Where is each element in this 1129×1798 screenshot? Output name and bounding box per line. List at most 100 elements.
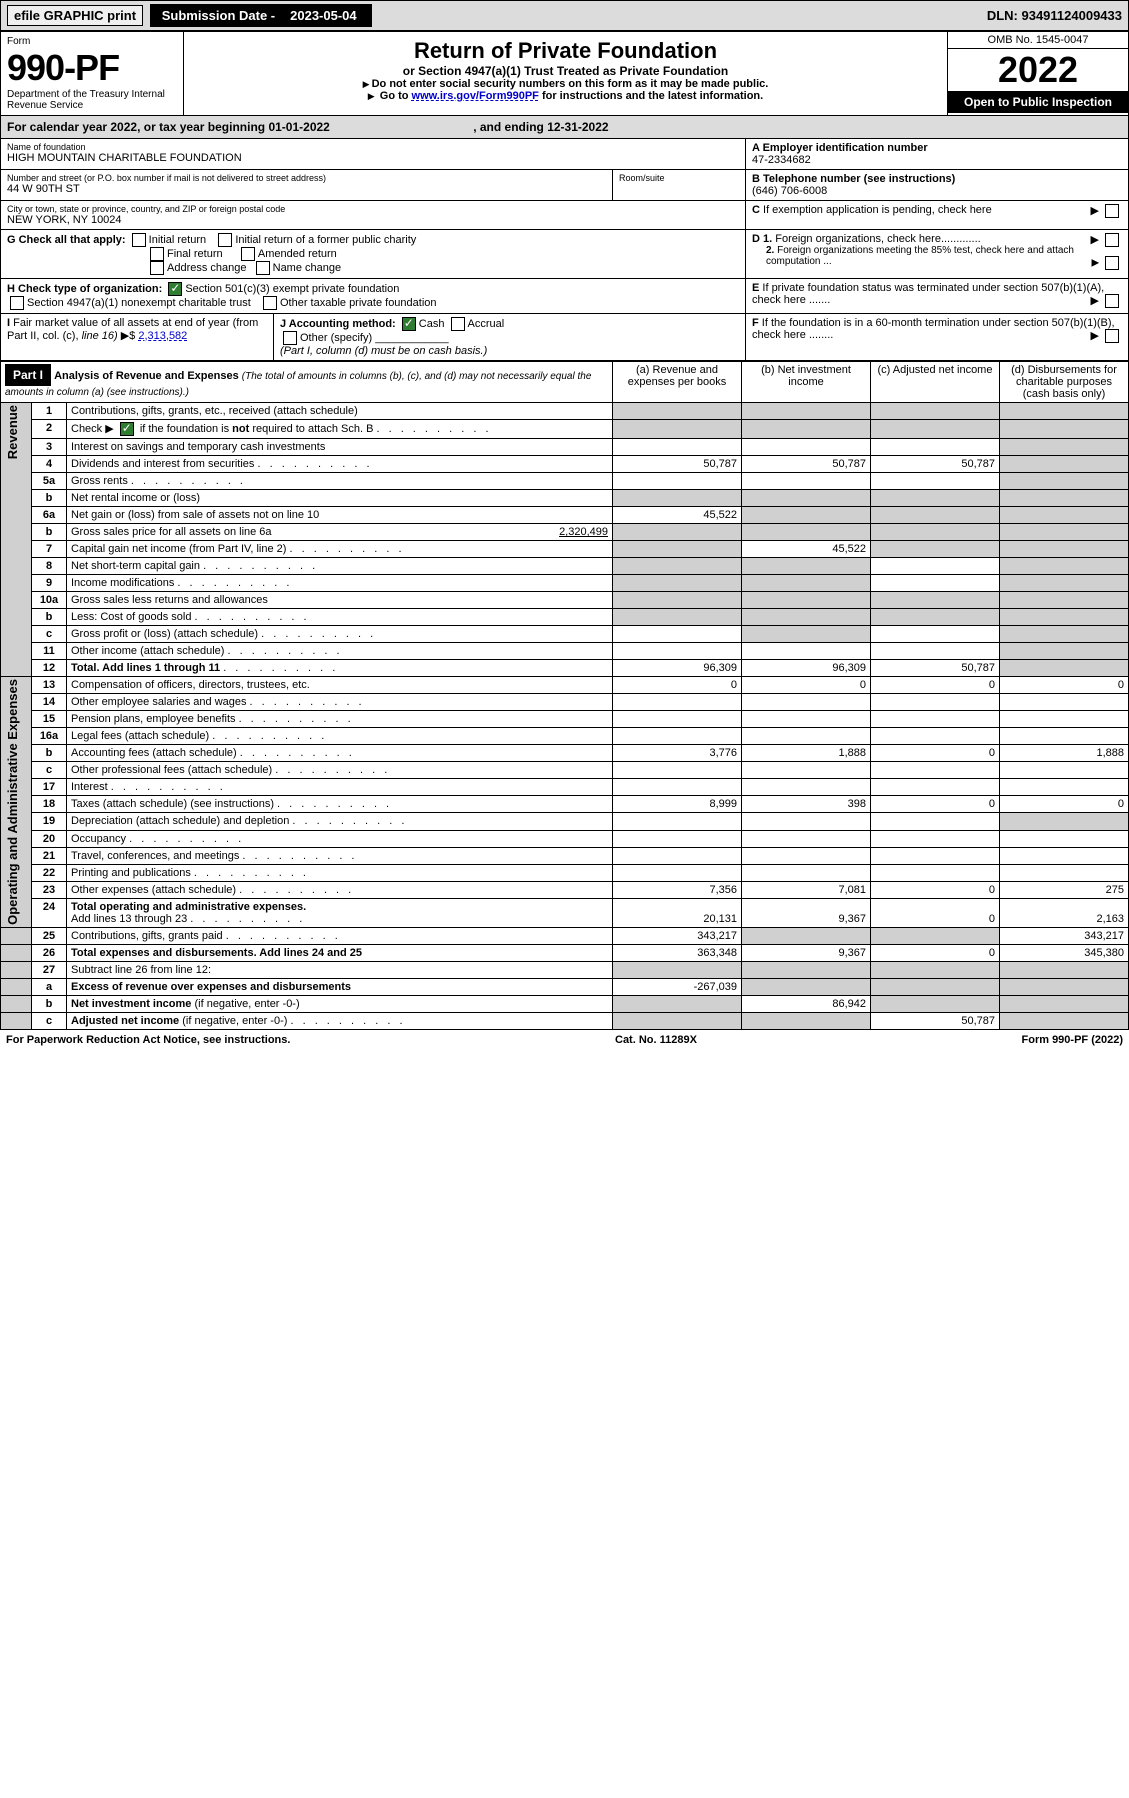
h-label: H Check type of organization: [7,283,162,295]
col-d-hdr: (d) Disbursements for charitable purpose… [1000,362,1129,403]
revenue-label: Revenue [5,405,20,459]
line-13: Compensation of officers, directors, tru… [67,677,613,694]
e-checkbox[interactable] [1105,294,1119,308]
f-checkbox[interactable] [1105,329,1119,343]
line-23: Other expenses (attach schedule) [67,881,613,898]
footer-mid: Cat. No. 11289X [615,1034,697,1046]
addr-value: 44 W 90TH ST [7,183,606,195]
col-a-hdr: (a) Revenue and expenses per books [613,362,742,403]
form-title: Return of Private Foundation [190,38,941,64]
line-15: Pension plans, employee benefits [67,711,613,728]
d2-checkbox[interactable] [1105,256,1119,270]
d1-checkbox[interactable] [1105,233,1119,247]
h-4947[interactable] [10,296,24,310]
header-left: Form 990-PF Department of the Treasury I… [1,32,184,115]
line-10a: Gross sales less returns and allowances [67,592,613,609]
fmv-link[interactable]: 2,313,582 [138,330,187,342]
phone-label: B Telephone number (see instructions) [752,173,1122,185]
g-name-change[interactable] [256,261,270,275]
form-subtitle: or Section 4947(a)(1) Trust Treated as P… [190,64,941,78]
f-block: F If the foundation is in a 60-month ter… [746,314,1128,360]
g-d-row: G Check all that apply: Initial return I… [0,230,1129,279]
g-final[interactable] [150,247,164,261]
g-addr-change[interactable] [150,261,164,275]
j-other[interactable] [283,331,297,345]
entity-row-2: Number and street (or P.O. box number if… [0,170,1129,201]
year-line: For calendar year 2022, or tax year begi… [0,116,1129,139]
header-right: OMB No. 1545-0047 2022 Open to Public In… [947,32,1128,115]
line-10b: Less: Cost of goods sold [67,609,613,626]
entity-row-1: Name of foundation HIGH MOUNTAIN CHARITA… [0,139,1129,170]
irs-link[interactable]: www.irs.gov/Form990PF [412,90,539,102]
line-25: Contributions, gifts, grants paid [67,927,613,944]
form-header: Form 990-PF Department of the Treasury I… [0,31,1129,116]
line-11: Other income (attach schedule) [67,643,613,660]
top-bar: efile GRAPHIC print Submission Date - 20… [0,0,1129,31]
j-cash[interactable] [402,317,416,331]
line-1: Contributions, gifts, grants, etc., rece… [67,403,613,420]
c-checkbox[interactable] [1105,204,1119,218]
dept-text: Department of the Treasury Internal Reve… [7,89,177,111]
line-8: Net short-term capital gain [67,558,613,575]
line-27c: Adjusted net income (if negative, enter … [67,1012,613,1029]
line-19: Depreciation (attach schedule) and deple… [67,813,613,830]
addr-label: Number and street (or P.O. box number if… [7,173,606,183]
h-other[interactable] [263,296,277,310]
line-27b: Net investment income (if negative, ente… [67,995,613,1012]
schb-check[interactable] [120,422,134,436]
line-5a: Gross rents [67,473,613,490]
h-501c3[interactable] [168,282,182,296]
footer-left: For Paperwork Reduction Act Notice, see … [6,1034,290,1046]
efile-btn[interactable]: efile GRAPHIC print [7,5,143,26]
line-10c: Gross profit or (loss) (attach schedule) [67,626,613,643]
entity-row-3: City or town, state or province, country… [0,201,1129,230]
line-26: Total expenses and disbursements. Add li… [67,944,613,961]
i-j-f-row: I Fair market value of all assets at end… [0,314,1129,361]
city-label: City or town, state or province, country… [7,204,739,214]
line-20: Occupancy [67,830,613,847]
omb-no: OMB No. 1545-0047 [948,32,1128,49]
d-block: D 1. Foreign organizations, check here..… [746,230,1128,278]
line-16a: Legal fees (attach schedule) [67,728,613,745]
e-block: E If private foundation status was termi… [746,279,1128,313]
note-ssn: Do not enter social security numbers on … [190,78,941,90]
line-12: Total. Add lines 1 through 11 [67,660,613,677]
subdate-btn: Submission Date - 2023-05-04 [150,4,372,27]
page-footer: For Paperwork Reduction Act Notice, see … [0,1030,1129,1050]
line-4: Dividends and interest from securities [67,456,613,473]
part1-heading: Analysis of Revenue and Expenses [54,370,239,382]
line-18: Taxes (attach schedule) (see instruction… [67,796,613,813]
form-number: 990-PF [7,47,177,89]
line-24: Total operating and administrative expen… [67,898,613,927]
open-inspection: Open to Public Inspection [948,91,1128,113]
line-27a: Excess of revenue over expenses and disb… [67,978,613,995]
line-16b: Accounting fees (attach schedule) [67,745,613,762]
line-21: Travel, conferences, and meetings [67,847,613,864]
i-block: I Fair market value of all assets at end… [1,314,274,360]
g-label: G Check all that apply: [7,234,126,246]
ein-label: A Employer identification number [752,142,1122,154]
tax-year: 2022 [948,49,1128,91]
phone-value: (646) 706-6008 [752,185,1122,197]
j-accrual[interactable] [451,317,465,331]
name-label: Name of foundation [7,142,739,152]
col-b-hdr: (b) Net investment income [742,362,871,403]
line-2: Check ▶ if the foundation is not require… [67,420,613,439]
form-word: Form [7,36,177,47]
part1-table: Part I Analysis of Revenue and Expenses … [0,361,1129,1030]
note-goto: Go to www.irs.gov/Form990PF for instruct… [190,90,941,102]
ein-value: 47-2334682 [752,154,1122,166]
line-9: Income modifications [67,575,613,592]
line-3: Interest on savings and temporary cash i… [67,439,613,456]
line-17: Interest [67,779,613,796]
city-value: NEW YORK, NY 10024 [7,214,739,226]
header-center: Return of Private Foundation or Section … [184,32,947,115]
footer-right: Form 990-PF (2022) [1022,1034,1124,1046]
g-amended[interactable] [241,247,255,261]
line-16c: Other professional fees (attach schedule… [67,762,613,779]
line-22: Printing and publications [67,864,613,881]
g-initial-former[interactable] [218,233,232,247]
g-initial-return[interactable] [132,233,146,247]
col-c-hdr: (c) Adjusted net income [871,362,1000,403]
line-14: Other employee salaries and wages [67,694,613,711]
